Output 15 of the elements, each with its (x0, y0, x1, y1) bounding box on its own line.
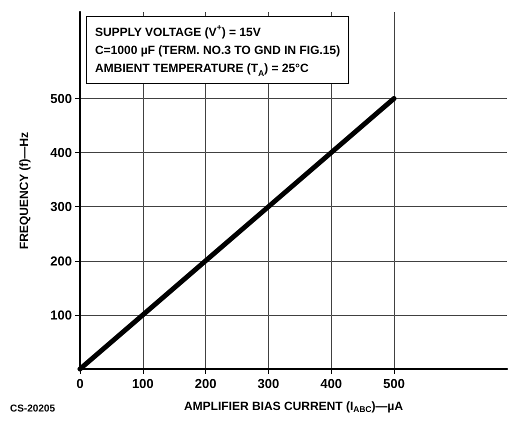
x-tick-label: 300 (258, 376, 280, 391)
x-tick-label: 100 (132, 376, 154, 391)
y-tick-label: 500 (50, 91, 72, 106)
annotation: C=1000 µF (TERM. NO.3 TO GND IN FIG.15) (95, 43, 340, 57)
y-tick-label: 300 (50, 199, 72, 214)
y-tick-label: 200 (50, 253, 72, 268)
y-tick-label: 400 (50, 145, 72, 160)
x-tick-label: 0 (76, 376, 84, 391)
x-tick-label: 400 (320, 376, 342, 391)
x-tick-label: 200 (194, 376, 216, 391)
y-tick-label: 100 (50, 307, 72, 322)
x-tick-label: 500 (383, 376, 405, 391)
text: CS-20205 (10, 404, 56, 414)
annotation: SUPPLY VOLTAGE (V+) = 15V (95, 22, 261, 39)
y-axis-title: FREQUENCY (f)—Hz (17, 132, 31, 250)
